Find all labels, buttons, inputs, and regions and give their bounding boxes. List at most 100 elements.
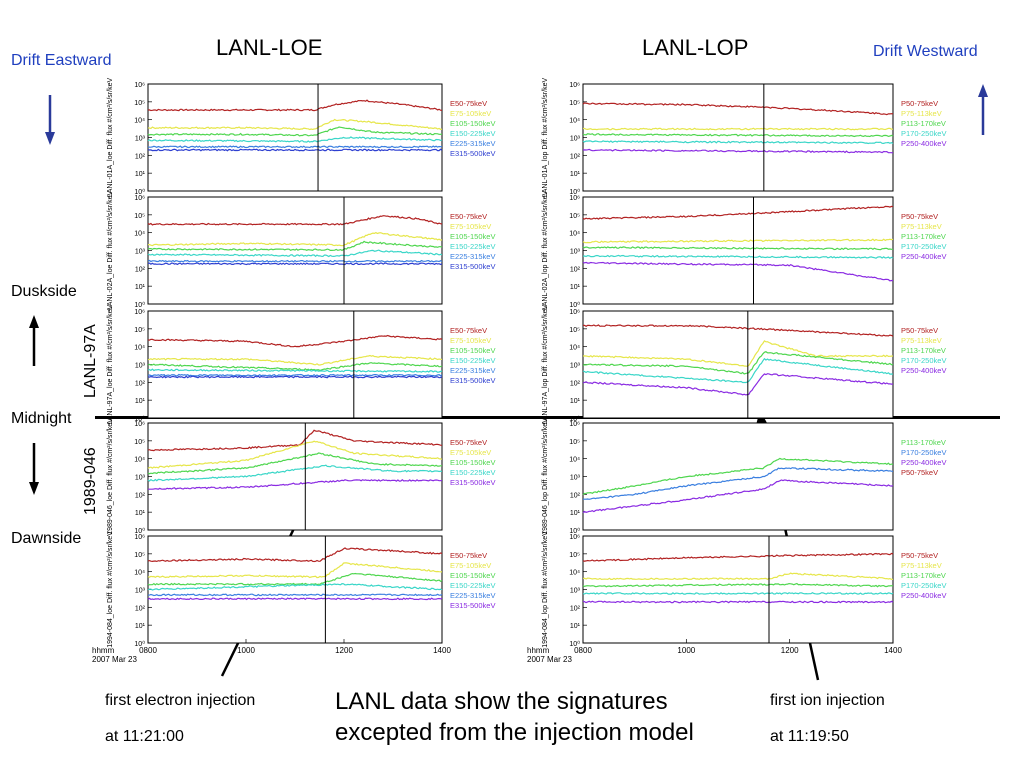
y-tick-label: 10³ — [570, 249, 581, 256]
series-line-E315-500keV — [147, 597, 443, 601]
series-line-P75-113keV — [582, 340, 894, 367]
legend-entry: P250-400keV — [901, 366, 946, 375]
series-line-P250-400keV — [582, 261, 894, 282]
series-line-P113-170keV — [582, 582, 894, 588]
legend-entry: P113-170keV — [901, 438, 946, 447]
series-line-E105-150keV — [147, 240, 443, 252]
y-tick-label: 10⁰ — [134, 301, 145, 309]
y-tick-label: 10⁶ — [134, 309, 145, 316]
electron-caption-line1: first electron injection — [105, 692, 256, 709]
panel-frame — [147, 422, 443, 531]
legend-entry: E105-150keV — [450, 458, 495, 467]
y-tick-label: 10⁴ — [569, 231, 580, 238]
y-tick-label: 10⁴ — [569, 457, 580, 464]
drift-east-label: Drift Eastward — [11, 52, 112, 69]
y-tick-label: 10² — [570, 492, 581, 499]
legend-entry: P113-170keV — [901, 571, 946, 580]
x-axis-label: hhmm — [527, 646, 550, 655]
y-tick-label: 10¹ — [135, 284, 146, 291]
ion-caption-line2: at 11:19:50 — [770, 728, 849, 745]
legend-entry: P250-400keV — [901, 139, 946, 148]
electron-caption-line2: at 11:21:00 — [105, 728, 184, 745]
legend-entry: P113-170keV — [901, 346, 946, 355]
y-tick-label: 10¹ — [570, 171, 581, 178]
y-tick-label: 10³ — [570, 136, 581, 143]
dawnside-arrow-head — [29, 482, 39, 495]
drift-east-arrow-head — [45, 132, 55, 145]
y-axis-label: LANL-02A_lop Diff. flux #/cm²/s/sr/keV — [542, 191, 549, 311]
y-tick-label: 10⁴ — [134, 231, 145, 238]
legend-entry: P170-250keV — [901, 129, 946, 138]
legend-entry: E105-150keV — [450, 346, 495, 355]
y-axis-label: 1989-046_lop Diff. flux #/cm²/s/sr/keV — [542, 418, 549, 535]
panel-frame — [582, 422, 894, 531]
panel-lop-4: 10⁶ 10⁵ 10⁴ 10³ 10² 10¹ 10⁰ 1994-084_lop Diff. … — [527, 531, 946, 664]
y-tick-label: 10² — [135, 492, 146, 499]
x-tick-label: 1000 — [677, 646, 695, 655]
series-line-E150-225keV — [147, 582, 443, 591]
y-tick-label: 10⁵ — [134, 439, 145, 446]
series-line-P50-75keV — [582, 102, 894, 116]
drift-west-arrow-head — [978, 84, 988, 97]
series-line-E105-150keV — [147, 362, 443, 372]
series-line-P170-250keV — [583, 467, 894, 500]
y-tick-label: 10⁰ — [134, 415, 145, 423]
series-line-E315-500keV — [147, 262, 443, 266]
x-tick-label: 1400 — [884, 646, 902, 655]
legend-entry: P50-75keV — [901, 99, 938, 108]
y-tick-label: 10³ — [570, 363, 581, 370]
y-tick-label: 10⁶ — [569, 195, 580, 202]
legend-entry: P75-113keV — [901, 561, 942, 570]
y-tick-label: 10⁶ — [569, 534, 580, 541]
y-tick-label: 10¹ — [570, 510, 581, 517]
series-line-P250-400keV — [582, 479, 894, 514]
y-axis-label: 1989-046_loe Diff. flux #/cm²/s/sr/keV — [107, 418, 114, 535]
y-tick-label: 10⁶ — [134, 534, 145, 541]
series-line-E150-225keV — [147, 368, 443, 373]
y-axis-label: LANL-97A_loe Diff. flux #/cm²/s/sr/keV — [107, 305, 114, 425]
legend-entry: P170-250keV — [901, 242, 946, 251]
legend-entry: E105-150keV — [450, 119, 495, 128]
series-line-P170-250keV — [582, 357, 894, 384]
legend-entry: P250-400keV — [901, 591, 946, 600]
series-line-P50-75keV — [583, 324, 894, 337]
y-tick-label: 10³ — [135, 249, 146, 256]
legend-entry: P50-75keV — [901, 468, 938, 477]
y-tick-label: 10⁰ — [134, 640, 145, 648]
series-line-P113-170keV — [582, 457, 894, 496]
legend-entry: E150-225keV — [450, 129, 495, 138]
y-axis-label: LANL-01A_loe Diff. flux #/cm²/s/sr/keV — [107, 78, 114, 198]
y-tick-label: 10³ — [570, 588, 581, 595]
y-tick-label: 10⁰ — [569, 415, 580, 423]
y-tick-label: 10⁶ — [134, 421, 145, 428]
y-tick-label: 10² — [570, 266, 581, 273]
legend-entry: E225-315keV — [450, 252, 495, 261]
panel-loe-0: 10⁶ 10⁵ 10⁴ 10³ 10² 10¹ 10⁰ LANL-01A_loe Diff. … — [107, 78, 495, 198]
y-tick-label: 10⁴ — [569, 345, 580, 352]
legend-entry: E105-150keV — [450, 571, 495, 580]
y-tick-label: 10⁶ — [134, 195, 145, 202]
dawnside-label: Dawnside — [11, 530, 82, 547]
y-tick-label: 10⁰ — [569, 527, 580, 535]
y-tick-label: 10³ — [135, 588, 146, 595]
series-line-P50-75keV — [582, 552, 894, 562]
summary-caption: LANL data show the signatures excepted f… — [335, 688, 694, 746]
y-tick-label: 10² — [135, 153, 146, 160]
legend-entry: P75-113keV — [901, 109, 942, 118]
legend-entry: P113-170keV — [901, 232, 946, 241]
y-tick-label: 10⁰ — [569, 301, 580, 309]
panel-loe-3: 10⁶ 10⁵ 10⁴ 10³ 10² 10¹ 10⁰ 1989-046_loe Diff. … — [107, 418, 495, 535]
y-tick-label: 10¹ — [135, 510, 146, 517]
y-tick-label: 10¹ — [135, 171, 146, 178]
series-line-E75-105keV — [147, 562, 443, 579]
series-line-E50-75keV — [147, 547, 443, 563]
legend-entry: E50-75keV — [450, 438, 487, 447]
legend-entry: P50-75keV — [901, 326, 938, 335]
legend-entry: E150-225keV — [450, 468, 495, 477]
panel-frame — [147, 535, 443, 644]
series-line-E75-105keV — [147, 354, 443, 366]
series-line-E75-105keV — [148, 231, 443, 247]
y-tick-label: 10² — [135, 266, 146, 273]
x-tick-label: 0800 — [139, 646, 157, 655]
y-tick-label: 10² — [570, 605, 581, 612]
